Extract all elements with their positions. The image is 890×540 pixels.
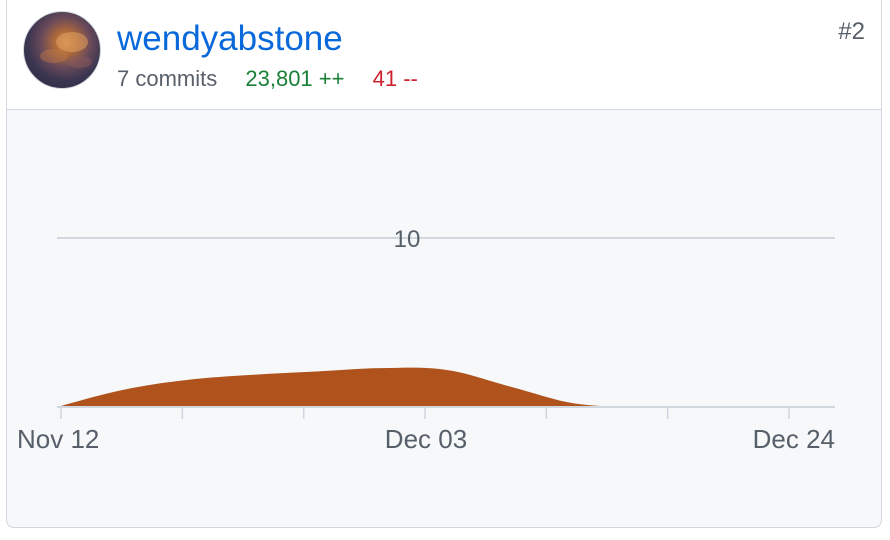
contribution-chart: 10 Nov 12 Dec 03 Dec 24 (17, 226, 835, 454)
commits-count[interactable]: 7 commits (117, 66, 218, 91)
contribution-area (57, 367, 835, 407)
avatar[interactable] (23, 11, 101, 89)
card-header: wendyabstone 7 commits 23,801 ++ 41 -- #… (7, 0, 881, 110)
y-tick-label: 10 (394, 226, 421, 253)
avatar-image (40, 32, 92, 68)
x-tick-label: Dec 24 (753, 424, 835, 454)
x-tick-label: Dec 03 (385, 424, 467, 454)
rank-label: #2 (838, 18, 865, 45)
deletions-count: 41 -- (372, 66, 418, 91)
contribution-stats: 7 commits 23,801 ++ 41 -- (117, 66, 440, 92)
username-link[interactable]: wendyabstone (117, 19, 343, 58)
additions-count: 23,801 ++ (245, 66, 345, 91)
contributor-card: wendyabstone 7 commits 23,801 ++ 41 -- #… (6, 0, 882, 528)
x-tick-label: Nov 12 (17, 424, 99, 454)
